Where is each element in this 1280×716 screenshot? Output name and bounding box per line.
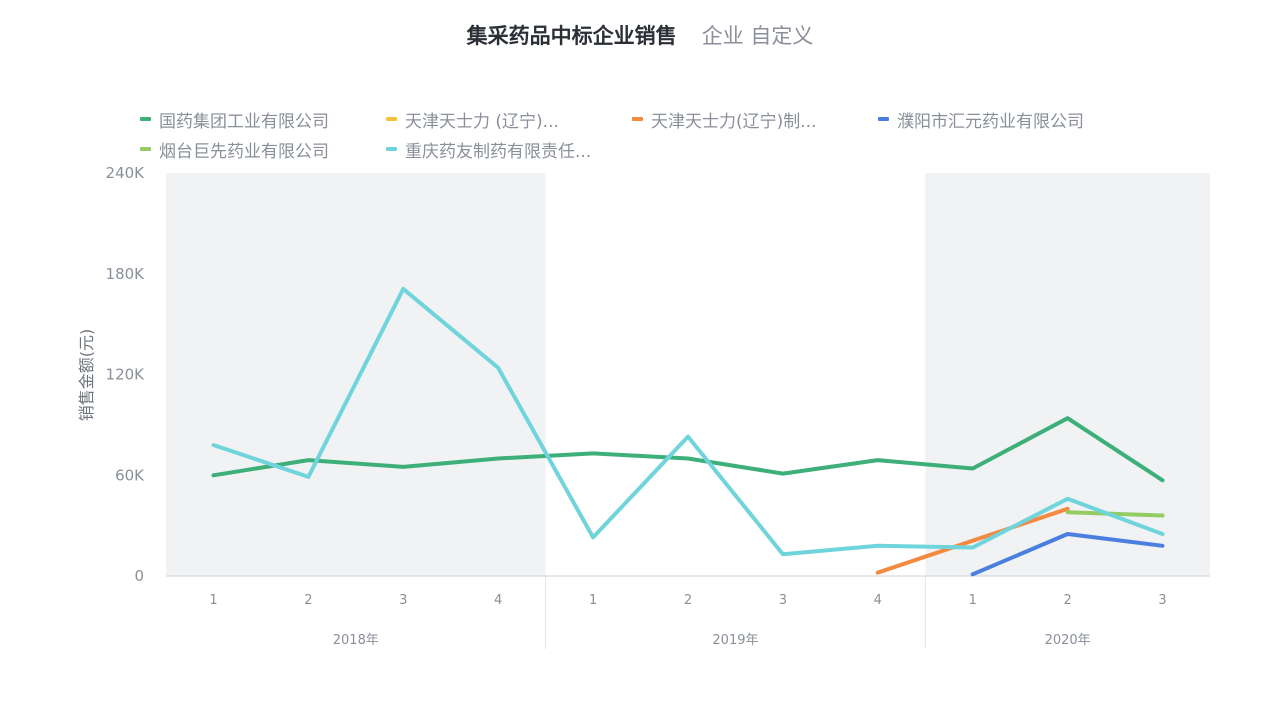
y-axis-label: 销售金额(元) <box>77 329 96 422</box>
series-line <box>1065 510 1165 518</box>
chart-header: 集采药品中标企业销售 企业 自定义 <box>0 20 1280 50</box>
x-tick-label: 3 <box>1158 593 1166 608</box>
legend-label: 国药集团工业有限公司 <box>159 111 329 132</box>
legend-row: 国药集团工业有限公司 天津天士力 (辽宁)... 天津天士力(辽宁)制... 濮阳市汇… <box>140 104 1140 134</box>
legend-row: 烟台巨先药业有限公司 重庆药友制药有限责任... <box>140 134 1140 164</box>
legend-swatch <box>386 117 397 121</box>
y-tick-label: 0 <box>134 567 144 585</box>
legend-swatch <box>140 147 151 151</box>
legend-swatch <box>386 147 397 151</box>
legend-label: 天津天士力(辽宁)制... <box>651 111 817 132</box>
group-label: 2018年 <box>333 633 379 648</box>
group-band <box>166 173 546 576</box>
legend-label: 濮阳市汇元药业有限公司 <box>897 111 1084 132</box>
group-band <box>925 173 1210 576</box>
legend-item[interactable]: 天津天士力(辽宁)制... <box>632 104 878 134</box>
y-tick-label: 180K <box>106 265 146 283</box>
legend-item[interactable]: 天津天士力 (辽宁)... <box>386 104 632 134</box>
legend-item[interactable]: 烟台巨先药业有限公司 <box>140 134 386 164</box>
x-tick-label: 3 <box>779 593 787 608</box>
chart-legend: 国药集团工业有限公司 天津天士力 (辽宁)... 天津天士力(辽宁)制... 濮阳市汇… <box>140 104 1140 164</box>
y-tick-label: 60K <box>115 466 145 484</box>
x-tick-label: 2 <box>304 593 312 608</box>
legend-label: 天津天士力 (辽宁)... <box>405 111 559 132</box>
series-line <box>211 286 1165 557</box>
legend-label: 重庆药友制药有限责任... <box>405 141 592 162</box>
group-label: 2020年 <box>1045 633 1091 648</box>
x-tick-label: 4 <box>874 593 882 608</box>
enterprise-filter-link[interactable]: 企业 自定义 <box>701 24 814 48</box>
x-tick-label: 2 <box>1063 593 1071 608</box>
legend-label: 烟台巨先药业有限公司 <box>159 141 329 162</box>
y-tick-label: 120K <box>106 366 146 384</box>
series-line <box>970 532 1165 577</box>
series-line <box>211 416 1165 483</box>
x-tick-label: 1 <box>589 593 597 608</box>
group-label: 2019年 <box>712 633 758 648</box>
x-tick-label: 4 <box>494 593 502 608</box>
x-tick-label: 1 <box>969 593 977 608</box>
chart-title: 集采药品中标企业销售 <box>466 24 677 48</box>
legend-item[interactable]: 重庆药友制药有限责任... <box>386 134 632 164</box>
x-tick-label: 1 <box>209 593 217 608</box>
legend-swatch <box>878 117 889 121</box>
legend-item[interactable]: 濮阳市汇元药业有限公司 <box>878 104 1124 134</box>
series-line <box>875 506 1070 575</box>
legend-item[interactable]: 国药集团工业有限公司 <box>140 104 386 134</box>
x-tick-label: 2 <box>684 593 692 608</box>
legend-swatch <box>632 117 643 121</box>
legend-swatch <box>140 117 151 121</box>
y-tick-label: 240K <box>106 164 146 182</box>
x-tick-label: 3 <box>399 593 407 608</box>
